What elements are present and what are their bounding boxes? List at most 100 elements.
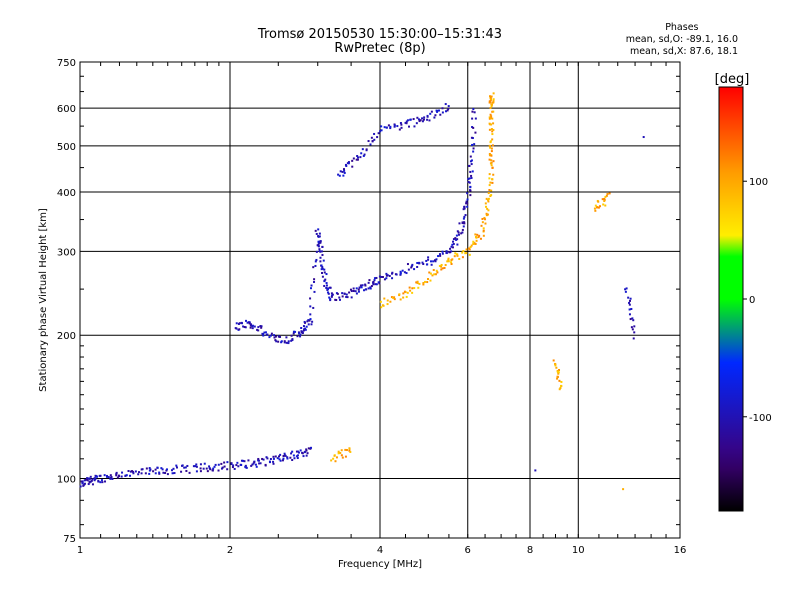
o-trace-point xyxy=(156,466,159,469)
o-trace-point xyxy=(456,243,459,246)
x-trace-point xyxy=(386,299,389,302)
x-trace-point xyxy=(603,200,606,203)
x-trace-point xyxy=(490,128,493,131)
o-trace-point xyxy=(281,459,284,462)
o-trace-point xyxy=(449,247,452,250)
o-trace-point xyxy=(380,125,383,128)
o-trace-point xyxy=(437,255,440,258)
o-trace-point xyxy=(452,242,455,245)
x-trace-point xyxy=(597,200,600,203)
x-trace-point xyxy=(486,207,489,210)
o-trace-point xyxy=(264,463,267,466)
o-trace-point xyxy=(385,277,388,280)
o-trace-point xyxy=(309,297,312,300)
o-trace-point xyxy=(413,268,416,271)
x-tick-label: 10 xyxy=(572,545,585,556)
colorbar-tick-label: 100 xyxy=(749,177,768,188)
x-trace-point xyxy=(447,260,450,263)
x-trace-point xyxy=(411,291,414,294)
o-trace-point xyxy=(445,252,448,255)
x-trace-point xyxy=(453,255,456,258)
o-trace-point xyxy=(348,291,351,294)
o-trace-point xyxy=(458,222,461,225)
o-trace-point xyxy=(628,299,631,302)
x-trace-point xyxy=(487,200,490,203)
x-trace-point xyxy=(491,138,494,141)
x-trace-point xyxy=(451,258,454,261)
x-trace-point xyxy=(487,199,490,202)
o-trace-point xyxy=(445,250,448,253)
o-trace-point xyxy=(470,159,473,162)
x-trace-point xyxy=(601,198,604,201)
x-trace-point xyxy=(464,252,467,255)
o-trace-point xyxy=(170,469,173,472)
phases-x-stats: mean, sd,X: 87.6, 18.1 xyxy=(629,46,738,57)
x-trace-point xyxy=(422,281,425,284)
o-trace-point xyxy=(642,136,645,139)
o-trace-point xyxy=(93,477,96,480)
o-trace-point xyxy=(338,296,341,299)
o-trace-point xyxy=(188,471,191,474)
o-trace-point xyxy=(175,466,178,469)
x-trace-point xyxy=(339,451,342,454)
o-trace-point xyxy=(321,245,324,248)
o-trace-point xyxy=(405,272,408,275)
o-trace-point xyxy=(345,164,348,167)
o-trace-point xyxy=(301,452,304,455)
x-trace-point xyxy=(440,268,443,271)
o-trace-point xyxy=(633,325,636,328)
x-trace-point xyxy=(595,206,598,209)
o-trace-point xyxy=(185,469,188,472)
x-trace-point xyxy=(462,250,465,253)
x-trace-point xyxy=(556,377,559,380)
o-trace-point xyxy=(329,286,332,289)
o-trace-point xyxy=(251,325,254,328)
o-trace-point xyxy=(199,470,202,473)
o-trace-point xyxy=(299,333,302,336)
o-trace-point xyxy=(243,326,246,329)
o-trace-point xyxy=(314,229,317,232)
x-tick-label: 1 xyxy=(77,545,83,556)
o-trace-point xyxy=(129,470,132,473)
o-trace-point xyxy=(317,241,320,244)
o-trace-point xyxy=(355,287,358,290)
o-trace-point xyxy=(234,327,237,330)
o-trace-point xyxy=(319,260,322,263)
x-trace-point xyxy=(461,256,464,259)
x-trace-point xyxy=(474,242,477,245)
o-trace-point xyxy=(259,462,262,465)
o-trace-point xyxy=(154,472,157,475)
o-trace-point xyxy=(203,462,206,465)
o-trace-point xyxy=(329,299,332,302)
o-trace-point xyxy=(205,467,208,470)
o-trace-point xyxy=(100,479,103,482)
o-trace-point xyxy=(166,473,169,476)
o-trace-point xyxy=(309,313,312,316)
colorbar xyxy=(718,86,744,512)
x-trace-point xyxy=(426,281,429,284)
o-trace-point xyxy=(318,248,321,251)
o-trace-point xyxy=(364,288,367,291)
o-trace-point xyxy=(226,468,229,471)
o-trace-point xyxy=(127,470,130,473)
o-trace-point xyxy=(303,320,306,323)
o-trace-point xyxy=(109,477,112,480)
o-trace-point xyxy=(262,334,265,337)
o-trace-point xyxy=(291,458,294,461)
o-trace-point xyxy=(245,466,248,469)
x-trace-point xyxy=(602,203,605,206)
o-trace-point xyxy=(413,125,416,128)
o-trace-point xyxy=(314,264,317,267)
x-trace-point xyxy=(440,265,443,268)
o-trace-point xyxy=(326,291,329,294)
x-trace-point xyxy=(603,197,606,200)
o-trace-point xyxy=(374,283,377,286)
o-trace-point xyxy=(471,117,474,120)
o-trace-point xyxy=(323,271,326,274)
o-trace-point xyxy=(287,342,290,345)
x-trace-point xyxy=(558,368,561,371)
x-trace-point xyxy=(488,177,491,180)
o-trace-point xyxy=(255,465,258,468)
o-trace-point xyxy=(304,328,307,331)
o-trace-point xyxy=(307,319,310,322)
